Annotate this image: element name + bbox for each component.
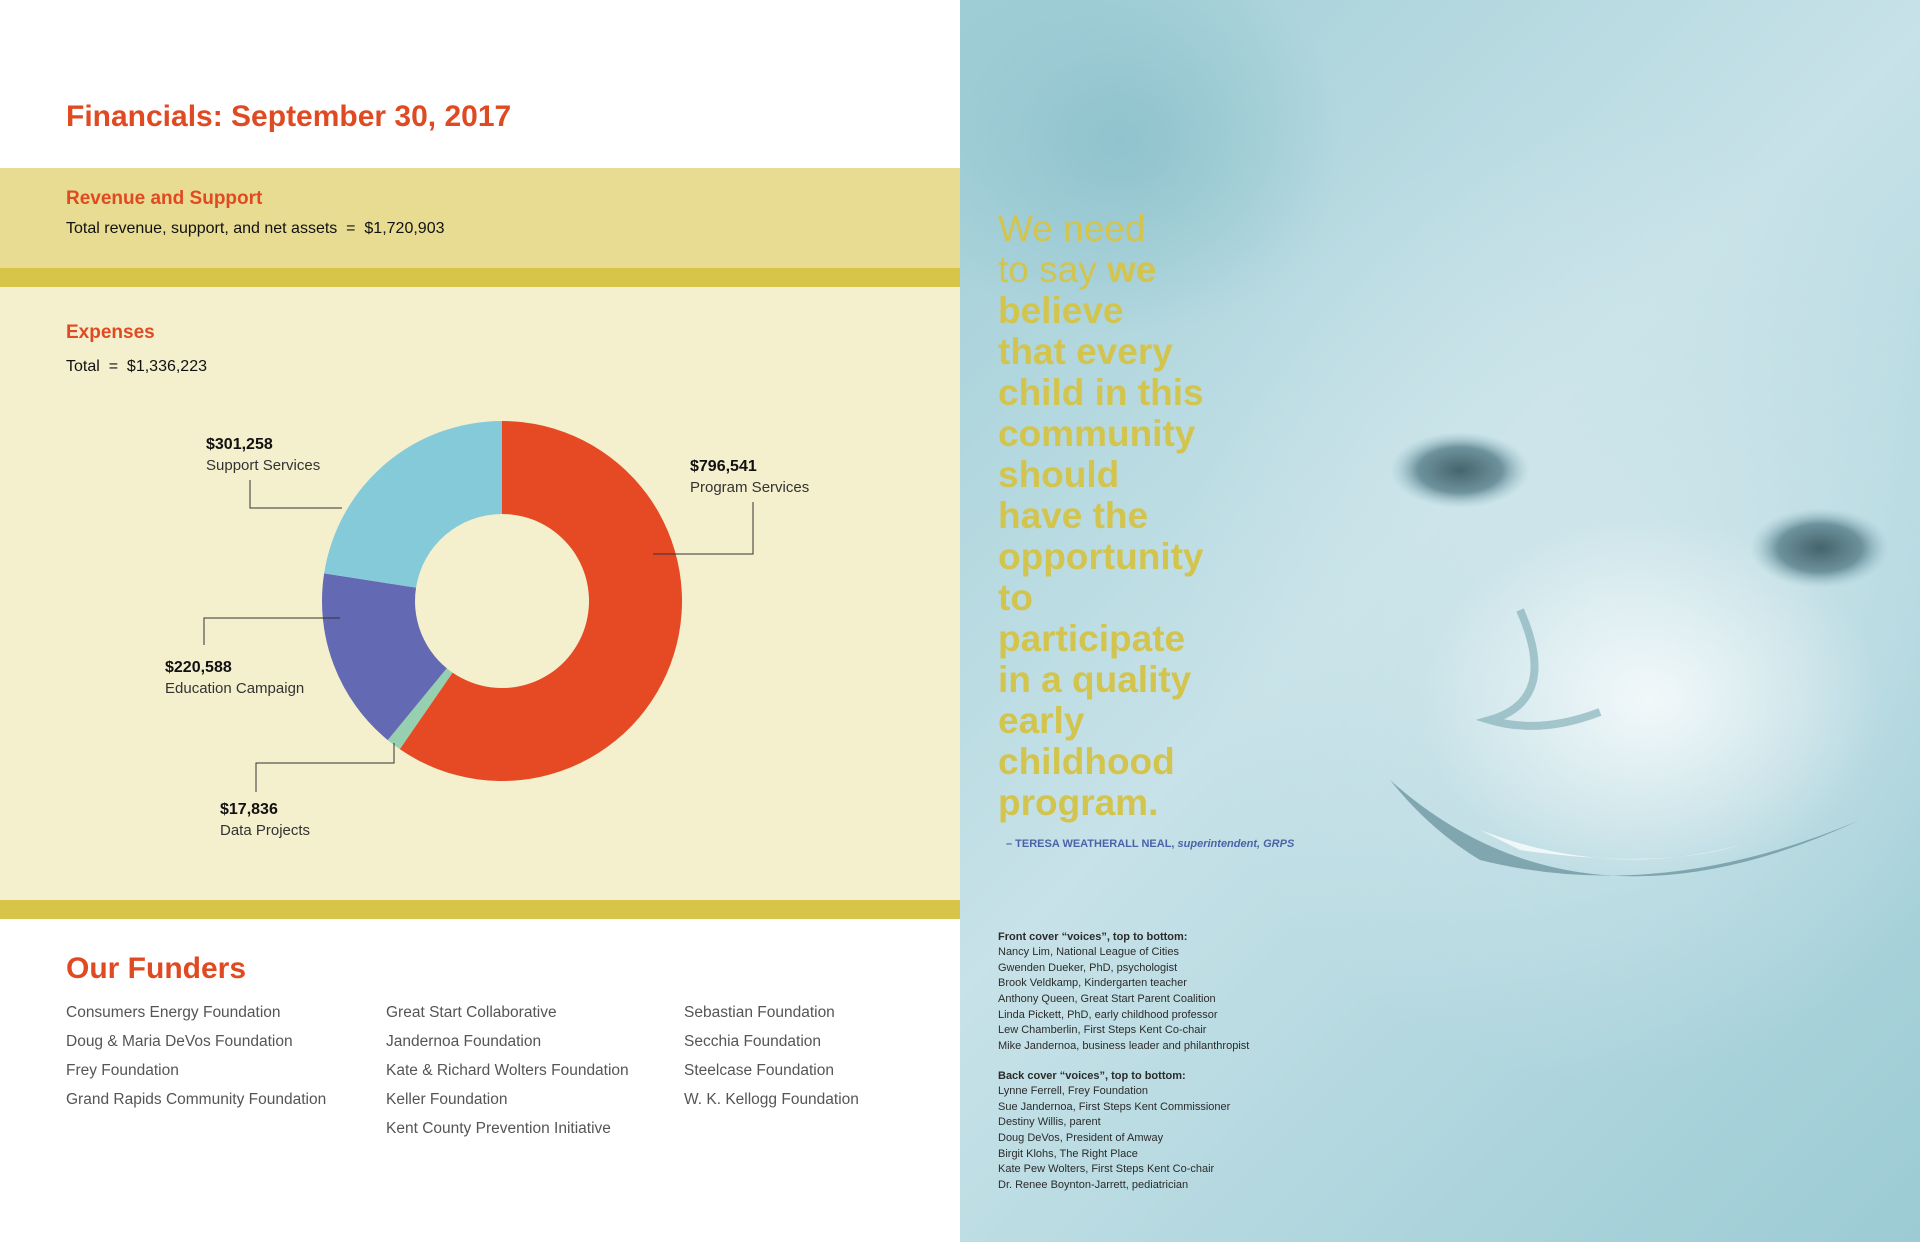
revenue-total-line: Total revenue, support, and net assets =… [66,220,444,238]
voice-item: Doug DeVos, President of Amway [998,1132,1164,1145]
funder-item: Keller Foundation [386,1091,508,1108]
funder-item: Jandernoa Foundation [386,1033,542,1050]
teeth-shape [1480,830,1740,860]
revenue-heading: Revenue and Support [66,188,263,209]
funders-column-1: Consumers Energy Foundation Doug & Maria… [66,1003,326,1119]
leader-line-data [255,743,395,792]
expenses-heading: Expenses [66,322,155,343]
back-voices-heading: Back cover “voices”, top to bottom: [998,1070,1186,1082]
leader-line-education [203,617,340,645]
pull-quote: We need to say we believe that every child i… [998,208,1204,823]
back-cover-voices: Back cover “voices”, top to bottom: Lynn… [998,1069,1318,1194]
expenses-total-line: Total = $1,336,223 [66,358,207,376]
revenue-band [0,168,960,268]
voice-item: Nancy Lim, National League of Cities [998,946,1179,958]
revenue-total-equals: = [346,220,356,237]
front-cover-voices: Front cover “voices”, top to bottom: Nan… [998,930,1318,1055]
child-face-image [1390,432,1890,877]
divider-stripe [0,268,960,287]
amount-data: $17,836 [220,801,278,818]
label-support: Support Services [206,457,320,474]
funders-title: Our Funders [66,952,247,985]
funder-item: W. K. Kellogg Foundation [684,1091,859,1108]
expenses-total-label: Total [66,358,100,375]
amount-education: $220,588 [165,659,232,676]
amount-program: $796,541 [690,458,757,475]
quote-attribution: – TERESA WEATHERALL NEAL, superintendent… [1006,838,1295,850]
funders-column-2: Great Start Collaborative Jandernoa Foun… [386,1003,629,1148]
funders-column-3: Sebastian Foundation Secchia Foundation … [684,1003,859,1119]
funder-item: Kate & Richard Wolters Foundation [386,1062,629,1079]
funder-item: Doug & Maria DeVos Foundation [66,1033,293,1050]
leader-line-support [249,480,342,509]
eye-right-shape [1750,508,1890,588]
financials-title: Financials: September 30, 2017 [66,100,512,133]
amount-support: $301,258 [206,436,273,453]
expenses-total-equals: = [108,358,119,375]
voice-item: Gwenden Dueker, PhD, psychologist [998,961,1178,974]
nose-shape [1475,608,1602,730]
voice-item: Lew Chamberlin, First Steps Kent Co-chai… [998,1024,1207,1037]
financials-page: Financials: September 30, 2017 Revenue a… [0,100,960,1148]
donut-slice-data-projects [387,668,453,750]
voice-item: Mike Jandernoa, business leader and phil… [998,1040,1250,1053]
voice-item: Anthony Queen, Great Start Parent Coalit… [998,993,1216,1006]
funder-item: Great Start Collaborative [386,1004,557,1021]
voice-item: Sue Jandernoa, First Steps Kent Commissi… [998,1100,1231,1113]
funder-item: Grand Rapids Community Foundation [66,1091,327,1108]
divider-stripe [0,900,960,919]
mouth-shape [1390,780,1860,877]
funder-item: Steelcase Foundation [684,1062,834,1079]
funder-item: Frey Foundation [66,1062,179,1079]
front-voices-heading: Front cover “voices”, top to bottom: [998,931,1188,943]
label-education: Education Campaign [165,680,304,697]
donut-slice-support-services [324,421,502,588]
voice-item: Brook Veldkamp, Kindergarten teacher [998,977,1187,990]
child-photo [960,0,1920,1242]
revenue-total-value: $1,720,903 [364,220,445,237]
eye-left-shape [1390,432,1530,508]
revenue-total-label: Total revenue, support, and net assets [66,220,338,237]
voice-item: Linda Pickett, PhD, early childhood prof… [998,1008,1218,1021]
expenses-total-value: $1,336,223 [126,358,207,375]
expenses-band [0,287,960,900]
voice-item: Birgit Klohs, The Right Place [998,1147,1138,1160]
expenses-donut-chart: $796,541 Program Services $301,258 Suppo… [165,421,809,839]
voice-item: Dr. Renee Boynton-Jarrett, pediatrician [998,1179,1189,1192]
voice-item: Lynne Ferrell, Frey Foundation [998,1085,1148,1097]
donut-slice-education-campaign [321,573,447,741]
voice-item: Kate Pew Wolters, First Steps Kent Co-ch… [998,1163,1215,1176]
funder-item: Secchia Foundation [684,1033,822,1050]
funder-item: Sebastian Foundation [684,1004,835,1021]
label-data: Data Projects [220,822,310,839]
funder-item: Kent County Prevention Initiative [386,1120,611,1137]
funder-item: Consumers Energy Foundation [66,1004,281,1021]
donut-slice-program-services [399,421,683,781]
leader-line-program [653,502,754,555]
voice-item: Destiny Willis, parent [998,1116,1101,1129]
label-program: Program Services [690,479,809,496]
